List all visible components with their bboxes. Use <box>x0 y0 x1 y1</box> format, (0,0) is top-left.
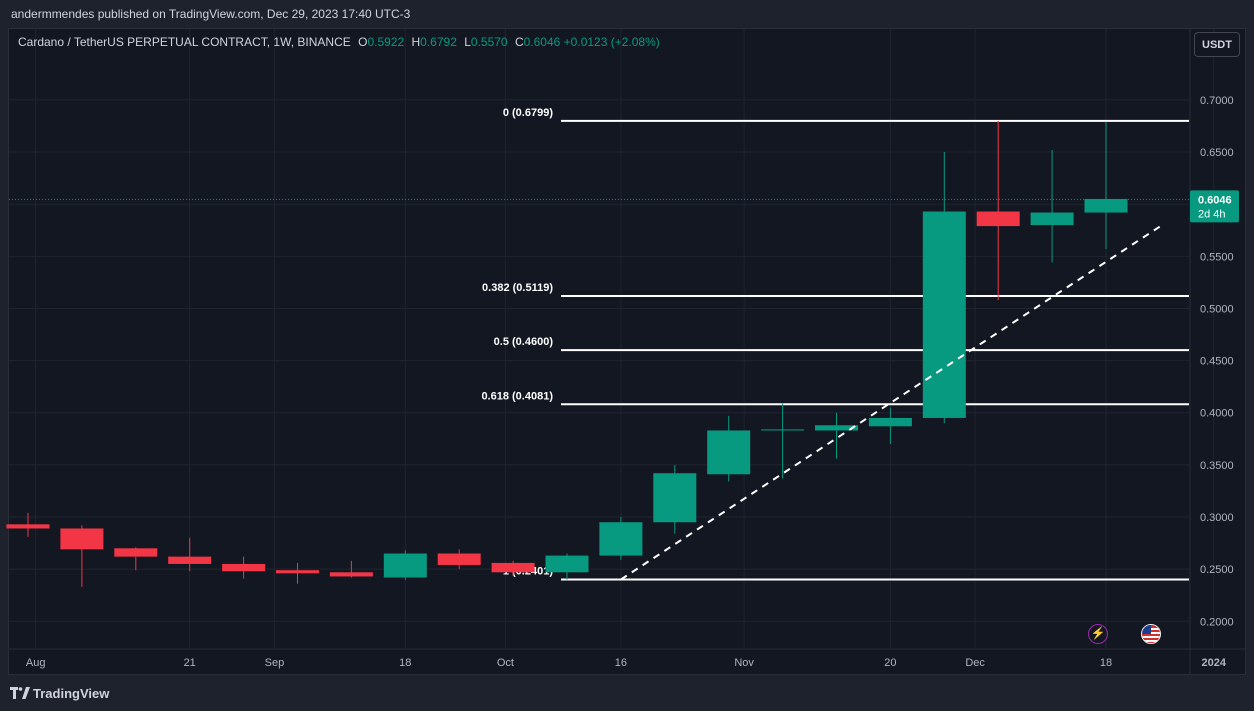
high-label: H <box>411 35 421 49</box>
time-tick-label: 18 <box>399 657 411 669</box>
published-header: andermmendes published on TradingView.co… <box>0 0 1254 28</box>
change-value: +0.0123 (+2.08%) <box>563 35 660 49</box>
candle-body <box>976 211 1020 227</box>
price-tick-label: 0.2000 <box>1200 616 1234 628</box>
candle-body <box>1084 198 1128 213</box>
candle-body <box>491 562 535 573</box>
last-price-tag <box>1190 190 1239 223</box>
price-tick-label: 0.3500 <box>1200 460 1234 472</box>
time-axis[interactable]: Aug 21 Sep 18 Oct 16 Nov 20 Dec 18 2024 <box>26 657 1227 669</box>
symbol-title: Cardano / TetherUS PERPETUAL CONTRACT, 1… <box>18 35 351 49</box>
candle-body <box>1030 212 1074 226</box>
close-label: C <box>514 35 524 49</box>
time-tick-label: 18 <box>1100 657 1112 669</box>
high-value: 0.6792 <box>420 35 457 49</box>
published-text: andermmendes published on TradingView.co… <box>11 7 411 21</box>
time-tick-label: 20 <box>884 657 896 669</box>
time-tick-label: Sep <box>265 657 285 669</box>
candle-body <box>222 563 266 572</box>
last-price-value: 0.6046 <box>1198 194 1232 206</box>
time-tick-label: Nov <box>734 657 754 669</box>
candle-body <box>707 430 751 475</box>
time-tick-label: Aug <box>26 657 46 669</box>
candle-body <box>114 548 158 557</box>
tradingview-logo[interactable]: TradingView <box>10 686 109 701</box>
open-label: O <box>358 35 368 49</box>
chart-panel[interactable] <box>8 28 1246 675</box>
brand-text: TradingView <box>33 686 110 701</box>
price-tick-label: 0.5000 <box>1200 303 1234 315</box>
time-tick-label: Oct <box>497 657 514 669</box>
candles <box>6 120 1128 587</box>
candle-body <box>599 522 643 556</box>
low-label: L <box>464 35 471 49</box>
candle-body <box>276 570 319 574</box>
candle-body <box>761 429 805 431</box>
close-value: 0.6046 <box>523 35 561 49</box>
open-value: 0.5922 <box>367 35 405 49</box>
fib-level-label: 0 (0.6799) <box>503 107 553 119</box>
trendline[interactable] <box>620 225 1161 581</box>
us-flag-icon[interactable] <box>1141 624 1161 644</box>
time-tick-label: 21 <box>184 657 196 669</box>
bolt-icon[interactable]: ⚡ <box>1088 624 1108 644</box>
candle-body <box>383 553 427 578</box>
time-tick-label: Dec <box>965 657 985 669</box>
fib-level-label: 0.382 (0.5119) <box>482 282 553 294</box>
time-tick-label: 16 <box>615 657 627 669</box>
candle-body <box>653 473 697 523</box>
candle-body <box>329 572 373 577</box>
price-tick-label: 0.4000 <box>1200 408 1234 420</box>
price-axis[interactable]: 0.70000.65000.60000.55000.50000.45000.40… <box>1190 95 1239 628</box>
low-value: 0.5570 <box>470 35 508 49</box>
time-tick-label: 2024 <box>1202 657 1227 669</box>
fib-level-label: 0.5 (0.4600) <box>494 336 554 348</box>
price-tick-label: 0.4500 <box>1200 356 1234 368</box>
price-tick-label: 0.5500 <box>1200 251 1234 263</box>
grid <box>9 29 1245 674</box>
candle-body <box>545 555 589 573</box>
candle-body <box>922 211 966 418</box>
price-tick-label: 0.3000 <box>1200 512 1234 524</box>
fib-retracement[interactable]: 0 (0.6799) 0.382 (0.5119) 0.5 (0.4600) 0.61… <box>481 107 1189 581</box>
dashed-trendline <box>620 225 1161 581</box>
footer: TradingView <box>0 675 1254 711</box>
bar-countdown: 2d 4h <box>1198 208 1226 220</box>
candle-body <box>815 425 858 431</box>
price-tick-label: 0.7000 <box>1200 95 1234 107</box>
currency-button[interactable]: USDT <box>1194 32 1240 57</box>
price-tick-label: 0.6500 <box>1200 147 1234 159</box>
tradingview-icon <box>10 687 30 699</box>
candle-body <box>60 528 104 550</box>
symbol-legend: Cardano / TetherUS PERPETUAL CONTRACT, 1… <box>18 35 660 49</box>
candle-body <box>168 556 212 564</box>
candle-body <box>437 553 481 565</box>
fib-level-label: 0.618 (0.4081) <box>481 390 553 402</box>
price-tick-label: 0.2500 <box>1200 564 1234 576</box>
candle-body <box>868 417 912 427</box>
candle-body <box>6 524 50 529</box>
